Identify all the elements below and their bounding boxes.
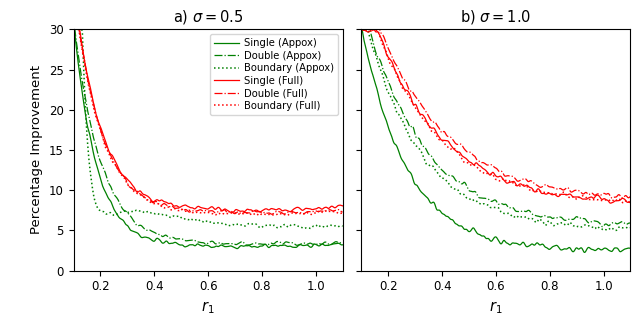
Double (Appox) (265, 242, 273, 246)
Double (Full) (102, 143, 110, 147)
Boundary (Appox) (264, 223, 272, 227)
Boundary (Appox) (339, 224, 346, 228)
Boundary (Appox) (300, 227, 308, 230)
Single (Appox) (70, 27, 77, 31)
Double (Appox) (239, 240, 246, 244)
Single (Appox) (339, 243, 346, 247)
Double (Full) (70, 27, 77, 31)
Single (Full) (102, 141, 110, 144)
Single (Full) (239, 209, 247, 213)
Line: Single (Appox): Single (Appox) (74, 29, 342, 249)
Line: Boundary (Appox): Boundary (Appox) (74, 29, 342, 229)
Boundary (Full) (339, 211, 346, 215)
Double (Full) (176, 207, 184, 211)
Double (Full) (264, 211, 271, 215)
Double (Full) (239, 211, 246, 215)
Single (Full) (339, 204, 346, 208)
Boundary (Full) (70, 27, 77, 31)
Line: Double (Appox): Double (Appox) (74, 29, 342, 245)
Double (Full) (157, 203, 165, 207)
Single (Full) (70, 27, 77, 31)
Single (Appox) (157, 240, 165, 244)
Boundary (Appox) (239, 223, 247, 227)
Title: a) $\sigma = 0.5$: a) $\sigma = 0.5$ (173, 7, 243, 25)
Boundary (Appox) (74, 27, 82, 31)
Line: Boundary (Full): Boundary (Full) (74, 29, 342, 215)
Boundary (Appox) (266, 223, 274, 227)
Double (Appox) (102, 173, 110, 177)
Boundary (Appox) (103, 212, 111, 216)
Boundary (Full) (102, 146, 110, 150)
Double (Full) (268, 212, 276, 216)
Single (Appox) (176, 243, 184, 247)
Double (Appox) (294, 243, 301, 247)
Boundary (Full) (266, 212, 274, 216)
Double (Appox) (157, 234, 165, 238)
X-axis label: $r_1$: $r_1$ (489, 299, 502, 316)
X-axis label: $r_1$: $r_1$ (202, 299, 215, 316)
Line: Double (Full): Double (Full) (74, 29, 342, 214)
Line: Single (Full): Single (Full) (74, 29, 342, 213)
Single (Full) (264, 208, 272, 212)
Boundary (Appox) (177, 215, 184, 219)
Single (Full) (157, 198, 165, 202)
Legend: Single (Appox), Double (Appox), Boundary (Appox), Single (Full), Double (Full), : Single (Appox), Double (Appox), Boundary… (209, 34, 337, 115)
Double (Appox) (264, 243, 271, 247)
Single (Full) (266, 208, 274, 212)
Boundary (Full) (157, 204, 165, 208)
Single (Full) (176, 205, 184, 209)
Double (Appox) (339, 242, 346, 245)
Boundary (Full) (264, 213, 272, 216)
Double (Appox) (176, 237, 184, 241)
Single (Full) (227, 211, 235, 215)
Single (Appox) (264, 245, 272, 249)
Boundary (Full) (176, 208, 184, 212)
Boundary (Full) (256, 214, 264, 217)
Single (Appox) (239, 244, 247, 248)
Boundary (Appox) (70, 28, 77, 32)
Title: b) $\sigma = 1.0$: b) $\sigma = 1.0$ (460, 7, 531, 25)
Y-axis label: Percentage Improvement: Percentage Improvement (31, 66, 44, 234)
Single (Appox) (234, 247, 241, 251)
Single (Appox) (102, 191, 110, 195)
Double (Appox) (70, 27, 77, 31)
Double (Full) (339, 210, 346, 214)
Double (Full) (265, 211, 273, 215)
Boundary (Appox) (158, 213, 166, 216)
Single (Appox) (266, 245, 274, 249)
Boundary (Full) (239, 212, 246, 216)
